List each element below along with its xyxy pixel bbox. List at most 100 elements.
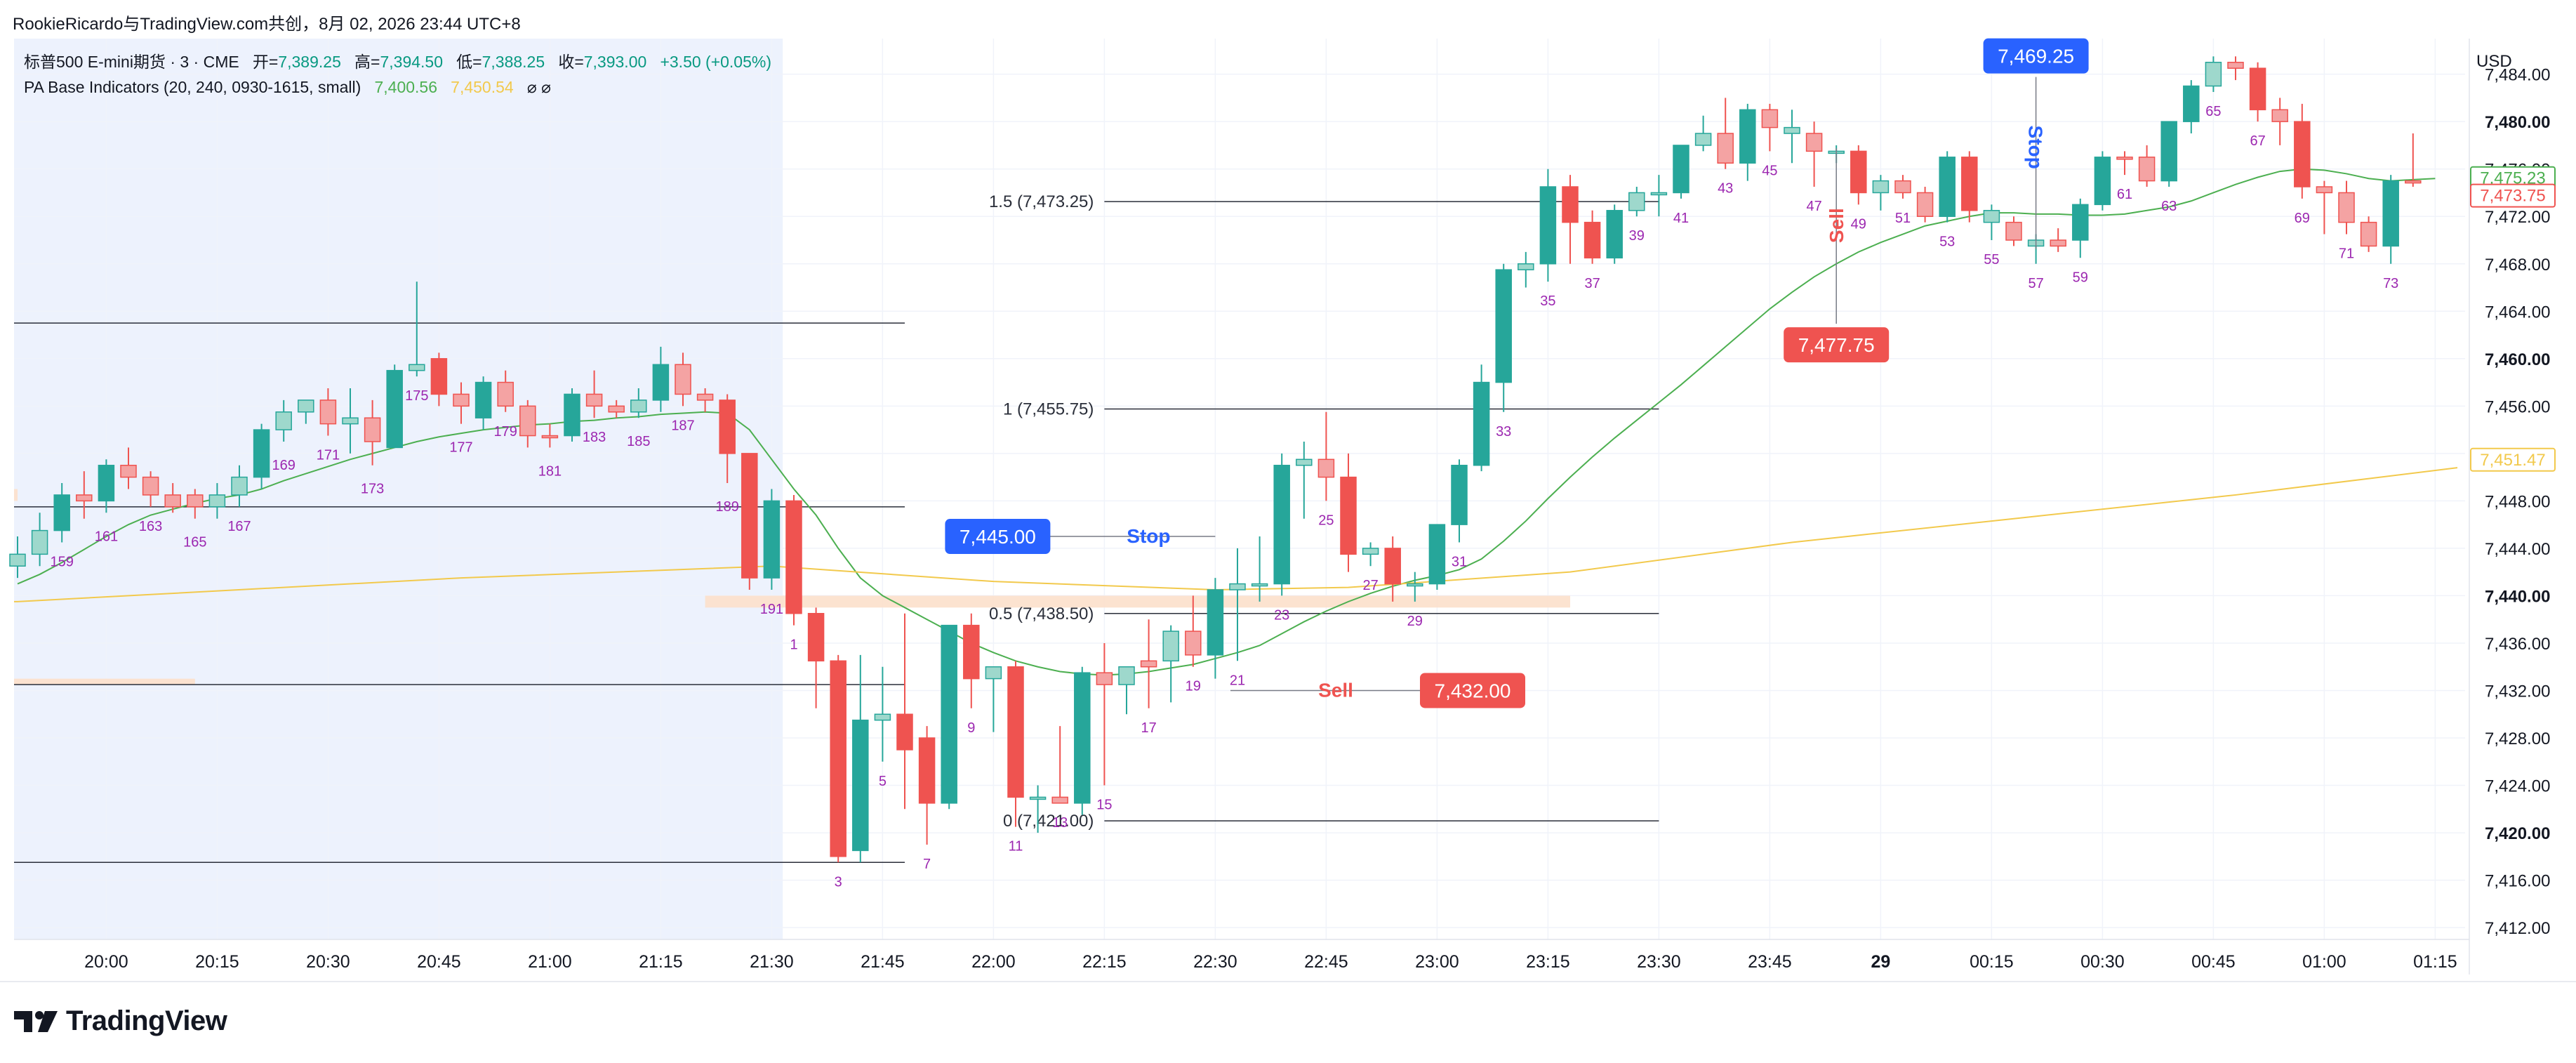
candle-body	[497, 381, 514, 407]
candle-body	[1473, 381, 1490, 466]
candle-body	[187, 494, 204, 508]
candle-body	[2072, 204, 2089, 241]
price-axis-tick: 7,464.00	[2485, 303, 2550, 322]
candle-body	[1539, 186, 1557, 265]
bar-number-label: 189	[716, 499, 739, 515]
legend-close-label: 收=	[558, 53, 584, 71]
candle-body	[874, 713, 891, 721]
candle-body	[253, 429, 270, 478]
sell-vertical-price-box	[1784, 327, 1890, 363]
price-tag-value: 7,451.47	[2480, 451, 2545, 470]
bar-number-label: 27	[1362, 578, 1378, 593]
price-axis-tick: 7,484.00	[2485, 66, 2550, 85]
candle-body	[1518, 263, 1534, 270]
candle-body	[319, 400, 337, 425]
bar-number-label: 19	[1186, 679, 1201, 694]
candle-body	[1362, 548, 1379, 555]
bar-number-label: 73	[2383, 276, 2398, 291]
candle-body	[696, 393, 714, 401]
price-tag-value: 7,473.75	[2480, 187, 2545, 206]
candle-body	[652, 364, 670, 401]
price-zone	[705, 595, 1570, 608]
candle-body	[298, 400, 314, 413]
stop-vertical-price-value: 7,469.25	[1998, 46, 2074, 67]
legend-change: +3.50 (+0.05%)	[660, 53, 772, 71]
candle-body	[1007, 666, 1024, 798]
price-axis-tick: 7,456.00	[2485, 397, 2550, 416]
candle-body	[1384, 548, 1401, 585]
candle-body	[1650, 192, 1668, 196]
candle-body	[985, 666, 1002, 680]
candle-body	[2316, 186, 2333, 194]
candle-body	[830, 660, 847, 857]
ema20-line	[17, 168, 2436, 676]
candle-body	[98, 464, 115, 502]
price-zone	[14, 678, 195, 685]
time-axis-tick: 23:15	[1526, 952, 1570, 972]
bar-number-label: 175	[405, 388, 428, 404]
candles	[9, 56, 2422, 863]
time-axis-tick: 22:15	[1082, 952, 1127, 972]
candle-body	[31, 529, 48, 555]
candle-body	[231, 476, 248, 496]
fib-level-label: 0 (7,421.00)	[1003, 812, 1094, 831]
bar-number-label: 57	[2028, 276, 2043, 291]
legend-symbol[interactable]: 标普500 E-mini期货 · 3 · CME	[24, 53, 239, 71]
time-axis-tick: 20:15	[195, 952, 239, 972]
candle-body	[1407, 583, 1423, 587]
candle-body	[164, 494, 181, 508]
tradingview-logo-icon	[14, 1010, 58, 1032]
time-axis-tick: 23:45	[1748, 952, 1792, 972]
candle-body	[386, 369, 403, 449]
bar-number-label: 33	[1496, 424, 1511, 440]
time-axis-tick: 00:30	[2080, 952, 2125, 972]
candle-body	[1118, 666, 1135, 685]
bar-number-label: 3	[835, 874, 842, 890]
bar-number-label: 39	[1629, 228, 1645, 244]
candle-body	[852, 719, 869, 852]
legend-high-label: 高=	[354, 53, 380, 71]
time-axis: 20:00 20:15 20:30 20:45 21:00 21:15 21:30 21:45…	[0, 939, 2576, 982]
price-axis-tick: 7,416.00	[2485, 872, 2550, 891]
legend-indicator-name[interactable]: PA Base Indicators (20, 240, 0930-1615, …	[24, 78, 361, 96]
sell-vertical-price-value: 7,477.75	[1798, 334, 1875, 356]
bar-number-label: 41	[1673, 211, 1689, 226]
time-axis-tick: 00:15	[1970, 952, 2014, 972]
price-axis-tick: 7,436.00	[2485, 635, 2550, 654]
time-axis-tick: 22:45	[1304, 952, 1348, 972]
candle-body	[963, 624, 980, 680]
legend-indicator-row: PA Base Indicators (20, 240, 0930-1615, …	[24, 74, 771, 100]
candle-body	[1051, 796, 1068, 804]
price-axis-tick: 7,412.00	[2485, 919, 2550, 938]
bar-number-label: 181	[538, 463, 562, 479]
bar-number-label: 177	[449, 440, 472, 456]
stop-signal-price-value: 7,445.00	[960, 526, 1036, 548]
bar-number-label: 161	[95, 529, 118, 544]
bar-number-label: 23	[1274, 607, 1289, 623]
bar-number-label: 63	[2161, 199, 2177, 214]
candle-body	[2382, 180, 2399, 247]
candle-body	[564, 393, 580, 437]
candle-body	[1273, 464, 1290, 585]
time-axis-tick: 00:45	[2191, 952, 2236, 972]
session-background	[14, 39, 783, 939]
time-axis-tick: 20:30	[306, 952, 350, 972]
price-axis-tick: 7,468.00	[2485, 256, 2550, 275]
bar-number-label: 165	[183, 535, 206, 550]
candle-body	[2338, 192, 2355, 223]
legend-visibility-icons[interactable]: ⌀ ⌀	[526, 78, 551, 96]
sell-signal-price-box	[1420, 673, 1525, 708]
legend-open-label: 开=	[252, 53, 279, 71]
candle-body	[1207, 589, 1224, 656]
candle-body	[1673, 145, 1689, 194]
bar-number-label: 67	[2250, 133, 2265, 149]
tradingview-logo[interactable]: TradingView	[14, 1005, 227, 1037]
bar-number-label: 7	[923, 857, 931, 872]
candle-body	[719, 400, 736, 454]
candle-body	[675, 364, 691, 395]
candle-body	[1694, 133, 1712, 146]
candle-body	[1185, 630, 1202, 656]
candle-body	[941, 624, 957, 804]
